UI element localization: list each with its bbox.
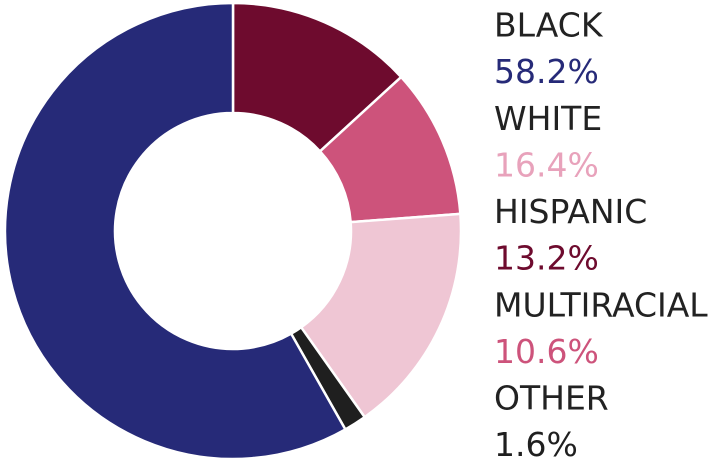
legend-label: HISPANIC bbox=[494, 192, 647, 231]
legend-label: OTHER bbox=[494, 379, 609, 418]
value-label: 16.4% bbox=[494, 145, 599, 184]
slice bbox=[3, 1, 348, 461]
value-label: 1.6% bbox=[494, 425, 578, 462]
value-label: 58.2% bbox=[494, 52, 599, 91]
value-label: 13.2% bbox=[494, 239, 599, 278]
legend-label: WHITE bbox=[494, 99, 602, 138]
legend-label: MULTIRACIAL bbox=[494, 285, 708, 324]
slice bbox=[299, 212, 463, 419]
value-label: 10.6% bbox=[494, 332, 599, 371]
legend-label: BLACK bbox=[494, 6, 604, 45]
